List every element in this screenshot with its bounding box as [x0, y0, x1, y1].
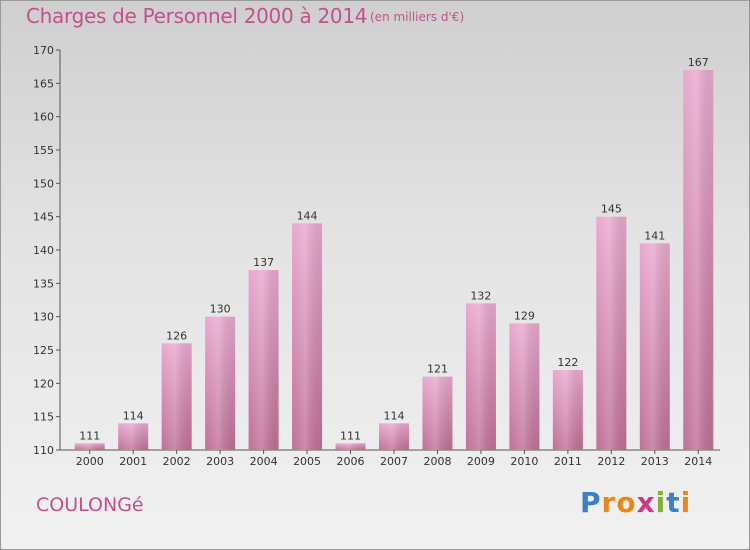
x-tick-label: 2004 [250, 455, 278, 468]
bar-shine [552, 370, 583, 450]
bar-value-label: 114 [384, 409, 405, 422]
bar-value-label: 111 [340, 429, 361, 442]
bar-2006 [335, 443, 366, 450]
bar-2005 [292, 223, 323, 450]
x-tick-label: 2000 [76, 455, 104, 468]
bar-value-label: 167 [688, 56, 709, 69]
logo-letter: r [601, 486, 617, 519]
bar-shine [118, 423, 149, 450]
bar-value-label: 132 [470, 289, 491, 302]
y-tick-label: 120 [33, 377, 54, 390]
bar-shine [509, 323, 540, 450]
y-tick-label: 130 [33, 311, 54, 324]
bar-2009 [465, 303, 496, 450]
bar-value-label: 137 [253, 256, 274, 269]
y-tick-label: 150 [33, 177, 54, 190]
bar-value-label: 141 [644, 229, 665, 242]
y-tick-label: 125 [33, 344, 54, 357]
x-tick-label: 2007 [380, 455, 408, 468]
bar-shine [74, 443, 105, 450]
bar-2010 [509, 323, 540, 450]
bar-shine [292, 223, 323, 450]
bar-value-label: 129 [514, 309, 535, 322]
bar-shine [161, 343, 192, 450]
bar-2000 [74, 443, 105, 450]
x-tick-label: 2014 [684, 455, 712, 468]
y-tick-label: 160 [33, 111, 54, 124]
bar-shine [465, 303, 496, 450]
y-tick-label: 145 [33, 211, 54, 224]
x-tick-label: 2008 [423, 455, 451, 468]
bar-2007 [379, 423, 409, 450]
y-tick-label: 115 [33, 411, 54, 424]
bar-value-label: 144 [297, 209, 318, 222]
chart-title: Charges de Personnel 2000 à 2014 [26, 4, 368, 28]
bar-2004 [248, 270, 279, 450]
y-tick-label: 165 [33, 77, 54, 90]
bar-shine [379, 423, 409, 450]
x-tick-label: 2009 [467, 455, 495, 468]
bar-2001 [118, 423, 149, 450]
bar-2011 [552, 370, 583, 450]
proxiti-logo[interactable]: Proxiti [580, 486, 691, 519]
chart-subtitle: (en milliers d'€) [370, 10, 465, 24]
logo-letter: x [636, 486, 656, 519]
bar-value-label: 111 [79, 429, 100, 442]
y-tick-label: 155 [33, 144, 54, 157]
bar-shine [248, 270, 279, 450]
logo-letter: P [580, 486, 602, 519]
bar-shine [335, 443, 366, 450]
bar-shine [422, 376, 453, 450]
x-tick-label: 2013 [641, 455, 669, 468]
bar-value-label: 114 [123, 409, 144, 422]
y-tick-label: 140 [33, 244, 54, 257]
label-layer: 111 2000 114 2001 126 2002 130 2003 137 2004 144 20… [76, 56, 713, 468]
bar-value-label: 122 [557, 356, 578, 369]
logo-letter: t [666, 486, 681, 519]
y-tick-label: 170 [33, 44, 54, 57]
bar-2008 [422, 376, 453, 450]
y-tick-label: 110 [33, 444, 54, 457]
x-tick-label: 2001 [119, 455, 147, 468]
x-tick-label: 2003 [206, 455, 234, 468]
bar-2014 [683, 70, 714, 450]
bar-shine [639, 243, 670, 450]
commune-name: COULONGé [36, 494, 144, 516]
y-tick-label: 135 [33, 277, 54, 290]
logo-letter: i [680, 486, 692, 519]
logo-letter: o [616, 486, 637, 519]
bar-2012 [596, 216, 627, 450]
bar-2002 [161, 343, 192, 450]
x-tick-label: 2006 [337, 455, 365, 468]
x-tick-label: 2005 [293, 455, 321, 468]
bar-value-label: 126 [166, 329, 187, 342]
x-tick-label: 2011 [554, 455, 582, 468]
x-tick-label: 2010 [510, 455, 538, 468]
x-tick-label: 2012 [597, 455, 625, 468]
bar-shine [205, 316, 236, 450]
bar-layer [74, 70, 714, 450]
logo-letter: i [655, 486, 667, 519]
bar-shine [683, 70, 714, 450]
bar-2003 [205, 316, 236, 450]
bar-2013 [639, 243, 670, 450]
bar-shine [596, 216, 627, 450]
bar-value-label: 145 [601, 203, 622, 216]
bar-value-label: 121 [427, 363, 448, 376]
bar-value-label: 130 [210, 303, 231, 316]
x-tick-label: 2002 [163, 455, 191, 468]
